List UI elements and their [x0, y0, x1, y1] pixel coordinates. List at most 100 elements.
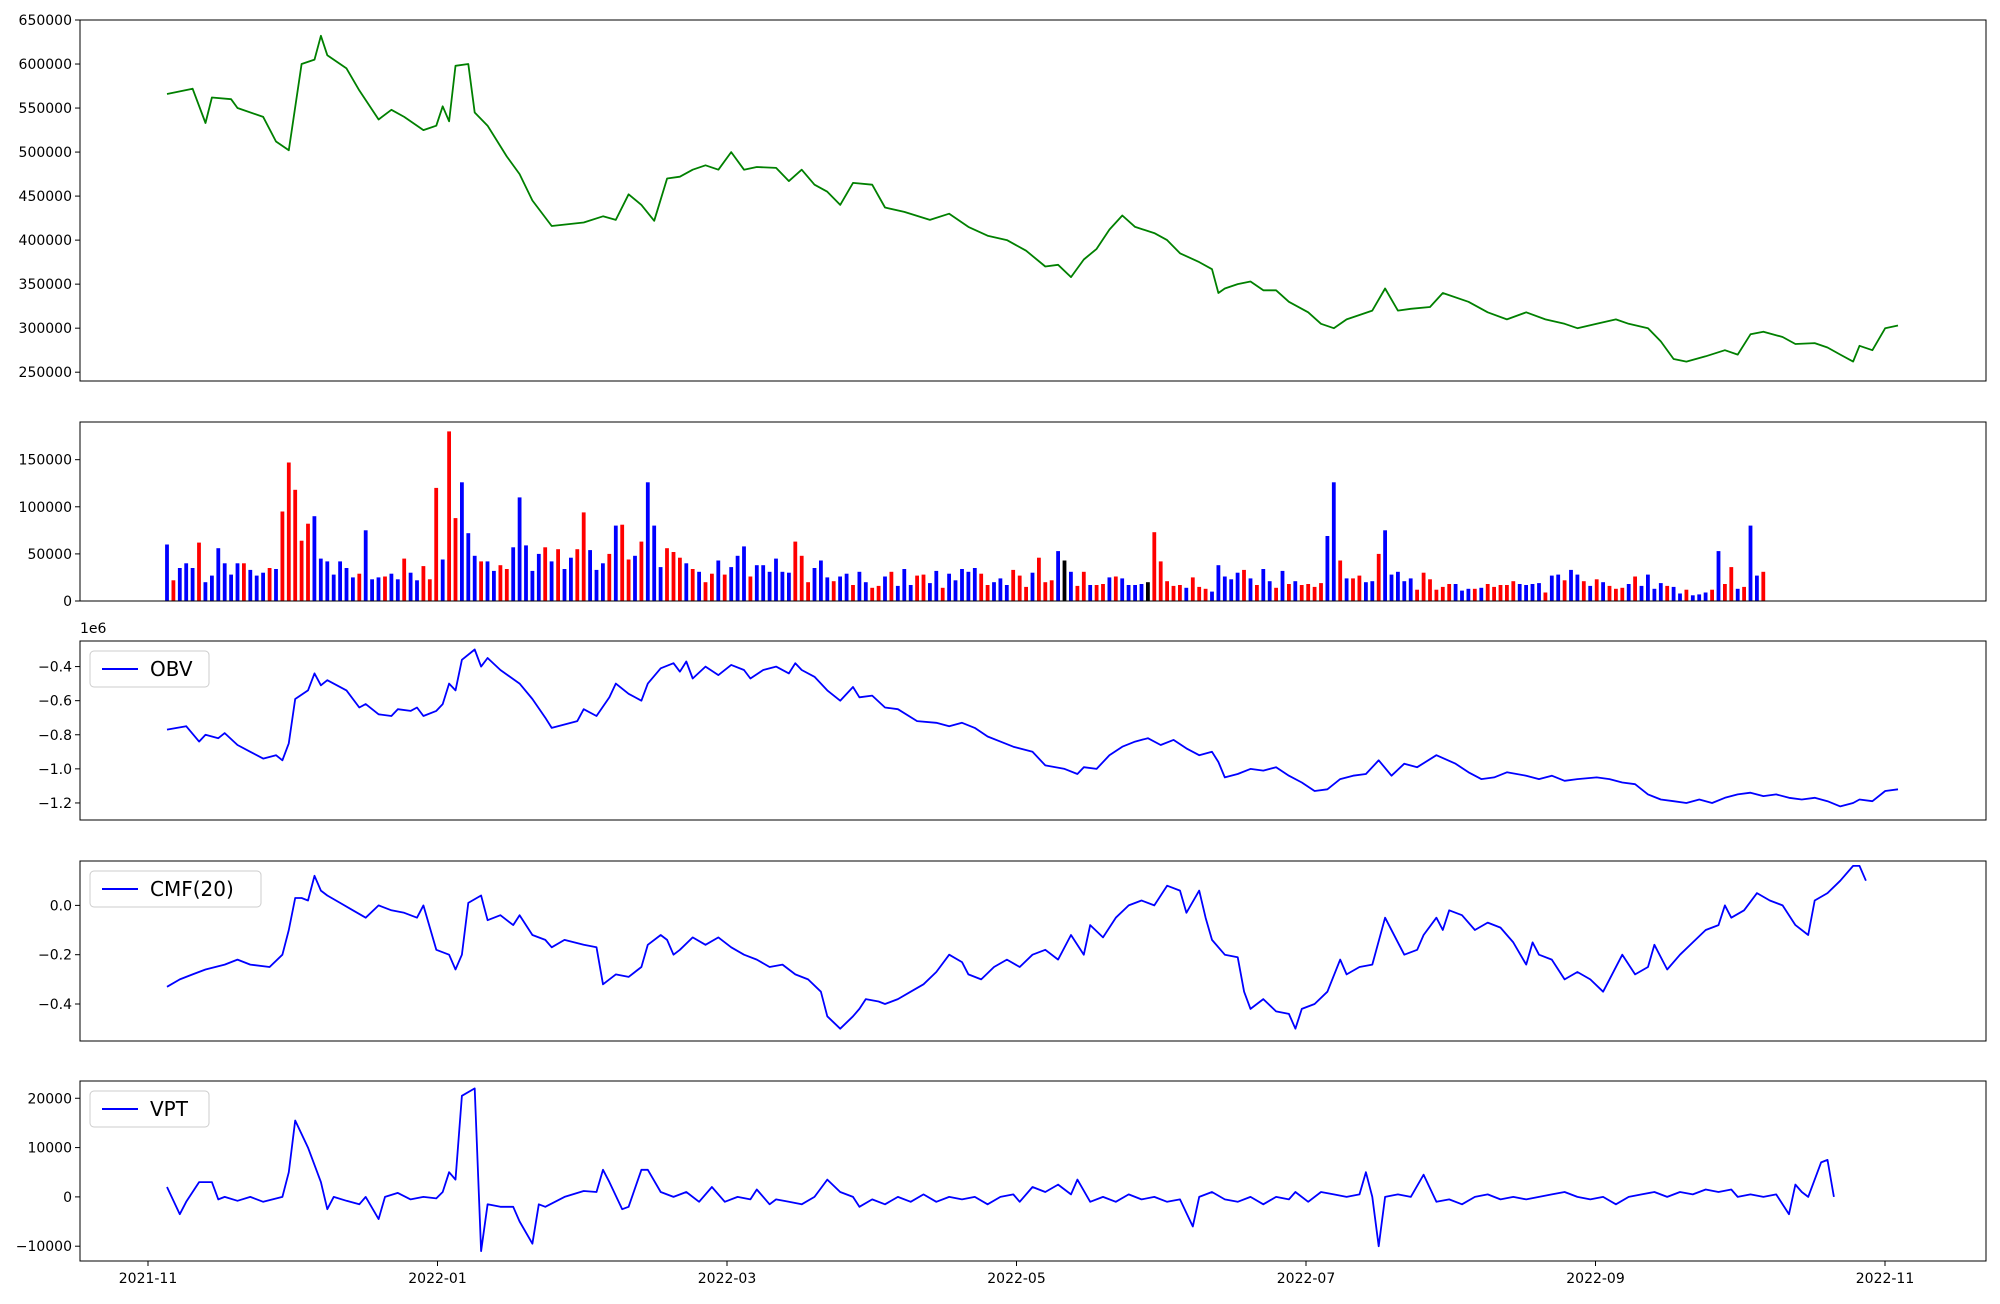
- volume-bar: [1146, 582, 1150, 601]
- volume-bar: [1428, 579, 1432, 601]
- series-line-obv: [166, 648, 1899, 808]
- volume-bar: [819, 560, 823, 601]
- volume-bar: [472, 555, 477, 601]
- y-tick-label-price: 400000: [19, 233, 72, 249]
- panel-volume: 0 50000 100000 150000: [19, 421, 1987, 610]
- volume-bar: [447, 431, 451, 601]
- volume-bar: [1665, 585, 1670, 601]
- volume-bar: [1306, 584, 1311, 601]
- volume-bar: [889, 571, 894, 601]
- x-tick-label: 2022-09: [1566, 1271, 1625, 1287]
- panel-frame-cmf: [79, 860, 1987, 1042]
- volume-bar: [1331, 482, 1336, 601]
- volume-bar: [1729, 567, 1734, 601]
- volume-bar: [581, 512, 586, 601]
- volume-bar: [1684, 589, 1689, 601]
- volume-bar: [1678, 593, 1682, 601]
- volume-bar: [203, 582, 208, 601]
- volume-bar: [812, 568, 817, 601]
- volume-bar: [402, 558, 407, 601]
- volume-bar: [633, 555, 637, 601]
- legend-cmf: CMF(20): [89, 870, 262, 908]
- volume-bar: [1319, 583, 1323, 601]
- volume-bar: [742, 546, 746, 601]
- volume-bar: [1293, 581, 1298, 601]
- volume-bar: [1158, 561, 1163, 601]
- volume-bar: [235, 563, 240, 601]
- volume-bar: [1460, 590, 1464, 601]
- volume-bar: [979, 573, 984, 601]
- volume-bar: [242, 563, 246, 601]
- volume-bar: [1569, 569, 1573, 601]
- volume-bar: [748, 576, 753, 601]
- volume-bar: [434, 487, 439, 601]
- volume-bar: [1575, 574, 1580, 601]
- volume-bar: [1037, 557, 1041, 601]
- volume-bar: [549, 561, 554, 601]
- volume-bar: [370, 579, 374, 601]
- volume-bar: [934, 570, 939, 601]
- volume-bar: [1101, 584, 1105, 601]
- volume-bar: [1299, 585, 1304, 601]
- volume-bar: [960, 569, 964, 601]
- volume-bar: [985, 585, 990, 601]
- volume-bar: [254, 575, 259, 601]
- legend-label: CMF(20): [150, 877, 234, 901]
- volume-bar: [1049, 580, 1054, 601]
- volume-bar: [1197, 586, 1202, 601]
- volume-bar: [562, 569, 567, 601]
- y-tick-label-vpt: 10000: [27, 1141, 72, 1157]
- volume-bar: [1723, 584, 1727, 601]
- x-tick-label: 2022-01: [408, 1271, 467, 1287]
- volume-bar: [1742, 586, 1746, 601]
- y-tick-label-price: 650000: [19, 13, 72, 29]
- y-tick-label-obv: −0.4: [38, 660, 72, 676]
- volume-bar: [639, 541, 644, 601]
- volume-bar: [857, 571, 862, 601]
- volume-bar: [1703, 592, 1708, 601]
- volume-bar: [536, 553, 541, 601]
- volume-bar: [440, 559, 445, 601]
- volume-bar: [998, 578, 1003, 601]
- volume-bar: [312, 516, 317, 601]
- volume-bar: [190, 568, 195, 601]
- volume-bar: [1530, 584, 1535, 601]
- volume-bar: [1255, 585, 1259, 601]
- volume-bar: [895, 585, 900, 601]
- volume-bar: [1479, 587, 1484, 601]
- volume-bar: [1562, 580, 1567, 601]
- volume-bar: [517, 497, 522, 601]
- volume-bar: [722, 574, 727, 601]
- volume-bar: [780, 571, 785, 601]
- y-tick-label-volume: 150000: [19, 453, 72, 469]
- volume-bar: [1607, 585, 1612, 601]
- volume-bar: [1716, 551, 1721, 601]
- volume-bar: [1447, 584, 1452, 601]
- y-tick-label-vpt: 0: [63, 1190, 72, 1206]
- volume-bar: [1370, 581, 1375, 601]
- volume-bar: [165, 544, 169, 601]
- volume-bar: [594, 569, 599, 601]
- volume-bar: [1614, 588, 1618, 601]
- panel-price: 250000 300000 350000 400000 450000 500000 5500…: [19, 13, 1987, 382]
- volume-bar: [1735, 588, 1740, 601]
- volume-bar: [1633, 576, 1637, 601]
- y-tick-label-obv: −0.6: [38, 694, 72, 710]
- volume-bar: [453, 518, 458, 601]
- volume-bar: [972, 568, 977, 601]
- legend-box: [89, 870, 262, 908]
- legend-label: OBV: [150, 657, 193, 681]
- volume-bar: [280, 511, 285, 601]
- volume-bar: [1107, 577, 1112, 601]
- volume-bar: [1184, 587, 1189, 601]
- volume-bar: [1120, 578, 1125, 601]
- volume-bar: [504, 569, 509, 601]
- y-offset-label-obv: 1e6: [80, 621, 107, 637]
- volume-bar: [953, 580, 958, 601]
- volume-bar: [678, 557, 682, 601]
- volume-bar: [1325, 536, 1330, 601]
- volume-bar: [1492, 586, 1496, 601]
- x-tick-label: 2022-07: [1277, 1271, 1336, 1287]
- volume-bar: [1165, 581, 1169, 601]
- volume-bar: [389, 573, 394, 601]
